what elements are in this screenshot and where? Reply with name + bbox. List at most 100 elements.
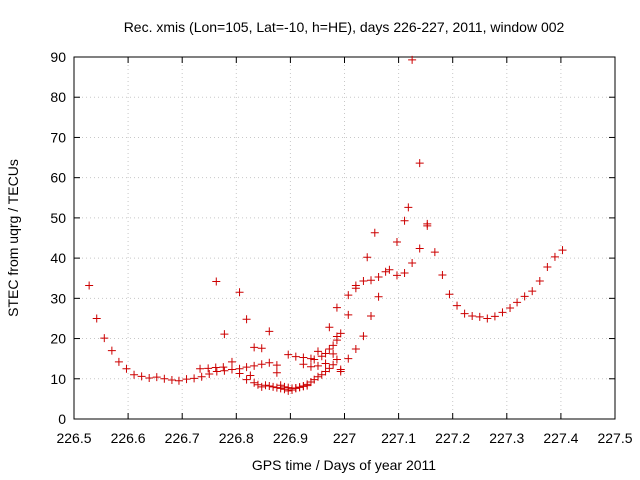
- data-point: [325, 345, 334, 354]
- data-point: [520, 292, 529, 301]
- data-point: [490, 312, 499, 321]
- data-point: [276, 381, 285, 390]
- data-point: [321, 367, 330, 376]
- data-point: [329, 360, 338, 369]
- y-tick-label: 50: [50, 210, 66, 226]
- data-point: [306, 362, 315, 371]
- data-point: [415, 159, 424, 168]
- data-point: [145, 373, 154, 382]
- data-point: [332, 303, 341, 312]
- data-point: [438, 271, 447, 280]
- data-point: [227, 357, 236, 366]
- data-point: [299, 353, 308, 362]
- y-tick-label: 10: [50, 371, 66, 387]
- data-point: [265, 358, 274, 367]
- data-point: [204, 364, 213, 373]
- data-point: [160, 374, 169, 383]
- data-point: [445, 290, 454, 299]
- data-point: [558, 246, 567, 255]
- data-point: [250, 361, 259, 370]
- data-point: [100, 334, 109, 343]
- data-point: [351, 281, 360, 290]
- data-points: [85, 55, 567, 395]
- data-point: [513, 298, 522, 307]
- x-tick-label: 227.4: [543, 430, 578, 446]
- data-point: [460, 309, 469, 318]
- data-point: [284, 350, 293, 359]
- data-point: [182, 375, 191, 384]
- data-point: [299, 360, 308, 369]
- x-tick-label: 227: [333, 430, 357, 446]
- data-point: [392, 271, 401, 280]
- data-point: [269, 382, 278, 391]
- data-point: [332, 332, 341, 341]
- data-point: [205, 369, 214, 378]
- x-tick-label: 226.6: [111, 430, 146, 446]
- x-tick-label: 227.5: [597, 430, 632, 446]
- data-point: [261, 381, 270, 390]
- y-axis-title: STEC from uqrg / TECUs: [5, 159, 21, 317]
- y-tick-label: 40: [50, 250, 66, 266]
- x-tick-label: 226.7: [165, 430, 200, 446]
- data-point: [272, 361, 281, 370]
- data-point: [257, 382, 266, 391]
- y-tick-label: 70: [50, 129, 66, 145]
- data-point: [336, 365, 345, 374]
- data-point: [408, 258, 417, 267]
- data-point: [344, 310, 353, 319]
- data-point: [257, 344, 266, 353]
- y-tick-label: 60: [50, 170, 66, 186]
- data-point: [313, 347, 322, 356]
- data-point: [295, 383, 304, 392]
- chart-title: Rec. xmis (Lon=105, Lat=-10, h=HE), days…: [124, 19, 565, 35]
- data-point: [325, 364, 334, 373]
- y-tick-labels: 0 10 20 30 40 50 60 70 80 90: [50, 49, 66, 427]
- data-point: [235, 369, 244, 378]
- data-point: [197, 372, 206, 381]
- data-point: [272, 368, 281, 377]
- data-point: [280, 382, 289, 391]
- data-point: [370, 228, 379, 237]
- data-point: [284, 383, 293, 392]
- data-point: [303, 381, 312, 390]
- y-tick-label: 20: [50, 331, 66, 347]
- data-point: [344, 291, 353, 300]
- data-point: [246, 371, 255, 380]
- data-point: [114, 357, 123, 366]
- data-point: [122, 364, 131, 373]
- data-point: [196, 364, 205, 373]
- y-tick-label: 0: [58, 411, 66, 427]
- plot-frame: [73, 56, 616, 420]
- data-point: [329, 349, 338, 358]
- data-point: [242, 363, 251, 372]
- x-axis-title: GPS time / Days of year 2011: [252, 457, 436, 473]
- data-point: [190, 374, 199, 383]
- data-point: [317, 370, 326, 379]
- data-point: [310, 355, 319, 364]
- data-point: [306, 354, 315, 363]
- data-point: [321, 349, 330, 358]
- data-point: [219, 363, 228, 372]
- data-point: [137, 372, 146, 381]
- data-point: [392, 238, 401, 247]
- data-point: [359, 332, 368, 341]
- data-point: [400, 216, 409, 225]
- data-point: [475, 312, 484, 321]
- x-tick-label: 226.8: [219, 430, 254, 446]
- data-point: [220, 366, 229, 375]
- data-point: [543, 262, 552, 271]
- data-point: [506, 303, 515, 312]
- data-point: [92, 314, 101, 323]
- data-point: [415, 244, 424, 253]
- y-tick-label: 30: [50, 290, 66, 306]
- x-tick-label: 226.9: [273, 430, 308, 446]
- data-point: [332, 355, 341, 364]
- data-point: [253, 380, 262, 389]
- x-tick-label: 227.3: [489, 430, 524, 446]
- data-point: [291, 352, 300, 361]
- data-point: [235, 288, 244, 297]
- data-point: [313, 372, 322, 381]
- data-point: [167, 375, 176, 384]
- data-point: [430, 248, 439, 257]
- data-point: [220, 330, 229, 339]
